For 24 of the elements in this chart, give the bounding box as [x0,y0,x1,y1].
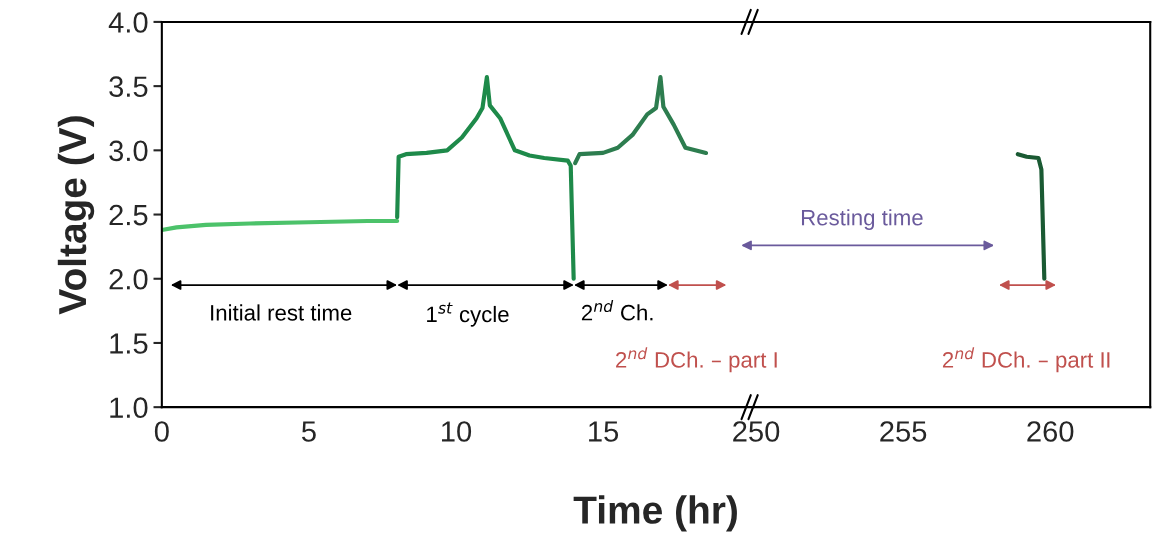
x-tick-label: 5 [301,421,316,442]
annotation: 2$^{nd}$ DCh. – part I [616,347,777,373]
x-tick-label: 255 [880,421,927,442]
y-tick-label: 2.0 [109,268,148,290]
annotation: Resting time [801,209,923,230]
y-tick-label: 3.5 [109,76,148,97]
y-tick-label: 4.0 [108,12,148,33]
annotation: 2$^{nd}$ DCh. – part II [942,347,1110,373]
annotation: Initial rest time [211,304,352,321]
line-series [573,75,709,166]
annotation: 2$^{nd}$ Ch. [581,300,653,321]
y-axis-title: Voltage (V) [57,116,95,315]
x-tick-label: 250 [733,421,780,442]
y-tick-label: 1.0 [110,397,148,419]
x-tick-label: 10 [442,421,472,442]
y-tick-label: 1.5 [110,333,148,354]
x-tick-label: 15 [589,421,619,442]
line-series [161,218,400,233]
x-tick-label: 0 [154,421,169,442]
y-tick-label: 2.5 [109,204,148,226]
annotation: 1$^{st}$ cycle [427,302,509,327]
x-axis-title: Time (hr) [573,495,737,532]
x-tick-label: 260 [1027,421,1074,442]
y-tick-label: 3.0 [109,140,148,162]
